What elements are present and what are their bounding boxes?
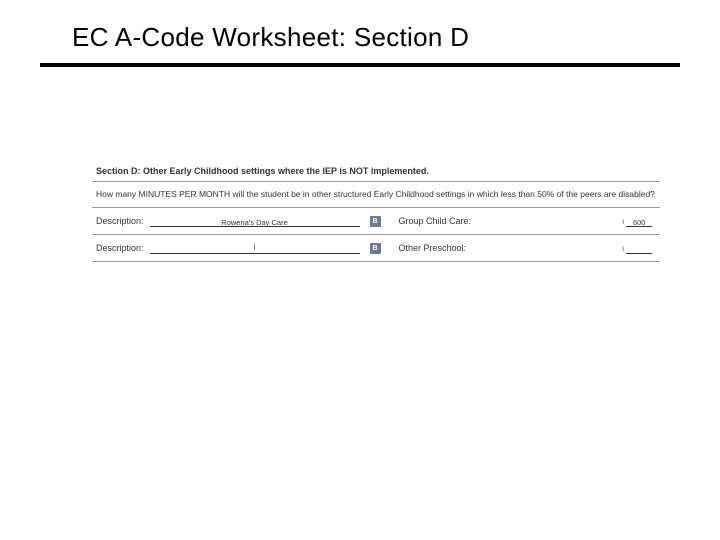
value-cell: ı 600 [622, 215, 656, 227]
value-text: 600 [633, 218, 646, 227]
page-title: EC A-Code Worksheet: Section D [0, 0, 720, 53]
badge-icon: B [370, 243, 381, 254]
section-d-container: Section D: Other Early Childhood setting… [92, 161, 660, 262]
category-label: Group Child Care: [399, 216, 499, 226]
table-row: Description: Rowena's Day Care B Group C… [92, 208, 660, 235]
value-cell: ı [622, 242, 656, 254]
description-label: Description: [96, 216, 144, 226]
description-value: | [254, 242, 256, 251]
value-line: 600 [626, 215, 652, 227]
description-value-line: Rowena's Day Care [150, 215, 360, 227]
category-label: Other Preschool: [399, 243, 499, 253]
value-marker: ı [622, 217, 624, 226]
description-value: Rowena's Day Care [221, 218, 287, 227]
description-label: Description: [96, 243, 144, 253]
description-value-line: | [150, 242, 360, 254]
value-marker: ı [622, 244, 624, 253]
table-row: Description: | B Other Preschool: ı [92, 235, 660, 262]
title-underline [40, 63, 680, 67]
section-question: How many MINUTES PER MONTH will the stud… [92, 182, 660, 208]
value-line [626, 242, 652, 254]
badge-icon: B [370, 216, 381, 227]
section-header: Section D: Other Early Childhood setting… [92, 161, 660, 182]
